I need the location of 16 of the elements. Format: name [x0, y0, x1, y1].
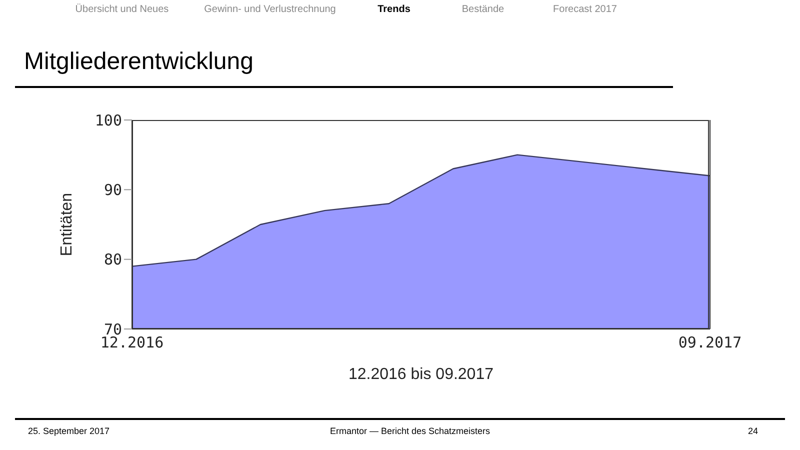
y-tick-label: 90: [104, 180, 122, 199]
text: Übersicht und Neues: [75, 4, 169, 15]
text: 25. September 2017: [28, 426, 110, 436]
text: Forecast 2017: [553, 4, 617, 15]
text: Trends: [378, 4, 410, 15]
x-tick-label: 09.2017: [678, 334, 742, 352]
x-tick-label: 12.2016: [100, 334, 164, 352]
y-tick-label: 80: [104, 250, 122, 269]
text: Gewinn- und Verlustrechnung: [203, 4, 337, 15]
text: Ermantor — Bericht des Schatzmeisters: [328, 426, 492, 436]
y-tick-label: 100: [94, 111, 122, 130]
text: 24: [748, 426, 758, 436]
x-axis-title: 12.2016 bis 09.2017: [348, 366, 494, 383]
text: Bestände: [462, 4, 504, 15]
y-axis-title: Entitäten: [58, 192, 76, 256]
chart-title: Mitgliederentwicklung: [24, 48, 254, 76]
